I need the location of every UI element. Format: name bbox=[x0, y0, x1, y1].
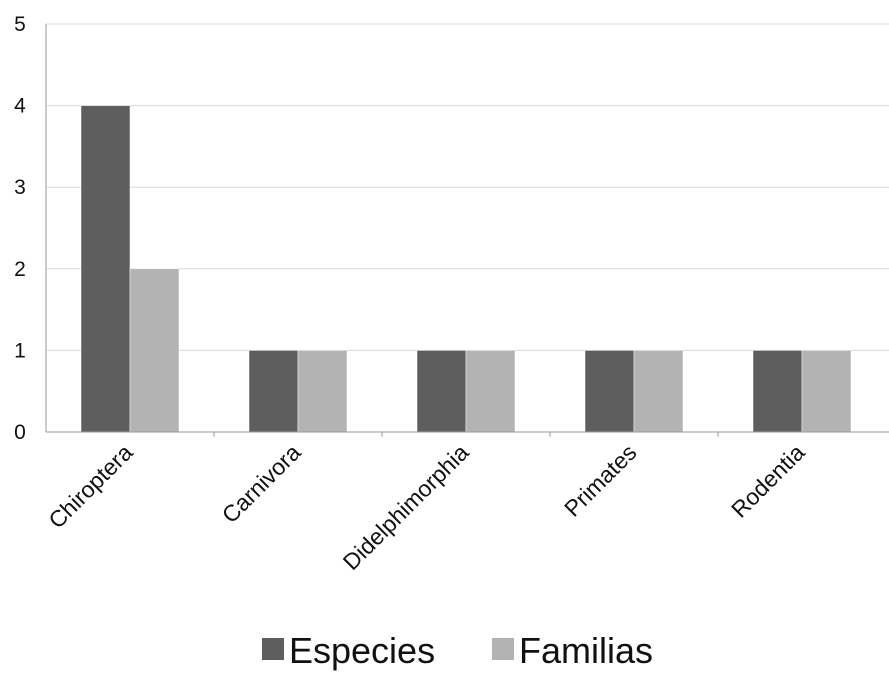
y-tick-label: 3 bbox=[14, 176, 26, 199]
bar-familias-carnivora bbox=[297, 350, 348, 433]
legend-swatch-especies bbox=[262, 638, 284, 660]
y-tick-labels: 0 1 2 3 4 5 bbox=[14, 13, 26, 444]
bar-familias-rodentia bbox=[801, 350, 852, 433]
bar-especies-didelphimorphia bbox=[416, 350, 467, 433]
bar-familias-didelphimorphia bbox=[465, 350, 516, 433]
axes bbox=[45, 24, 889, 433]
y-tick-label: 4 bbox=[14, 95, 26, 118]
x-category-label: Rodentia bbox=[726, 439, 810, 523]
bar-familias-chiroptera bbox=[129, 268, 180, 433]
x-category-label: Primates bbox=[559, 439, 642, 522]
x-tick-labels: Chiroptera Carnivora Didelphimorphia Primat… bbox=[43, 439, 809, 575]
bar-familias-primates bbox=[633, 350, 684, 433]
bar-especies-carnivora bbox=[248, 350, 299, 433]
x-category-label: Carnivora bbox=[217, 439, 306, 528]
bar-especies-chiroptera bbox=[80, 105, 131, 433]
bar-especies-rodentia bbox=[752, 350, 803, 433]
legend: Especies Familias bbox=[262, 630, 653, 671]
bars bbox=[80, 105, 852, 433]
legend-swatch-familias bbox=[492, 638, 514, 660]
x-category-label: Didelphimorphia bbox=[338, 439, 474, 575]
x-category-label: Chiroptera bbox=[43, 439, 137, 533]
legend-label-especies: Especies bbox=[289, 630, 435, 671]
bar-especies-primates bbox=[584, 350, 635, 433]
legend-label-familias: Familias bbox=[519, 630, 653, 671]
y-tick-label: 0 bbox=[14, 421, 26, 444]
y-tick-label: 5 bbox=[14, 13, 26, 36]
y-tick-label: 1 bbox=[14, 339, 26, 362]
y-tick-label: 2 bbox=[14, 258, 26, 281]
